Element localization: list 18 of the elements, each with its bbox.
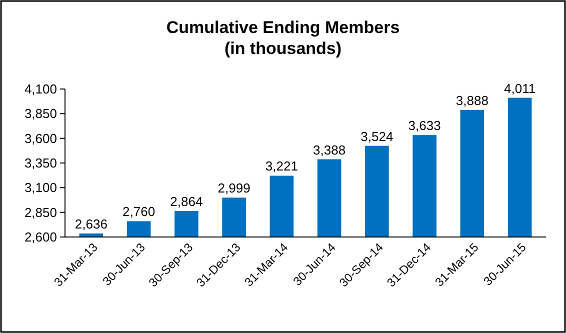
data-label: 3,524 — [360, 128, 394, 144]
data-label: 3,633 — [408, 118, 441, 134]
data-label: 2,864 — [170, 194, 203, 209]
data-label: 4,011 — [504, 80, 536, 96]
chart-title: Cumulative Ending Members (in thousands) — [166, 18, 400, 58]
y-tick-label: 3,350 — [24, 156, 57, 171]
data-label: 2,760 — [122, 204, 156, 220]
data-label: 3,221 — [265, 158, 298, 174]
data-label: 2,999 — [218, 180, 250, 196]
y-tick-label: 3,100 — [24, 180, 57, 196]
data-label: 3,888 — [456, 92, 488, 108]
y-tick-label: 3,850 — [24, 106, 57, 122]
y-tick-label: 3,600 — [24, 130, 57, 146]
y-tick-label: 2,600 — [24, 230, 57, 245]
y-tick-label: 4,100 — [24, 82, 57, 97]
data-label: 3,388 — [313, 142, 346, 158]
data-label: 2,636 — [74, 216, 108, 232]
y-tick-label: 2,850 — [24, 204, 57, 220]
